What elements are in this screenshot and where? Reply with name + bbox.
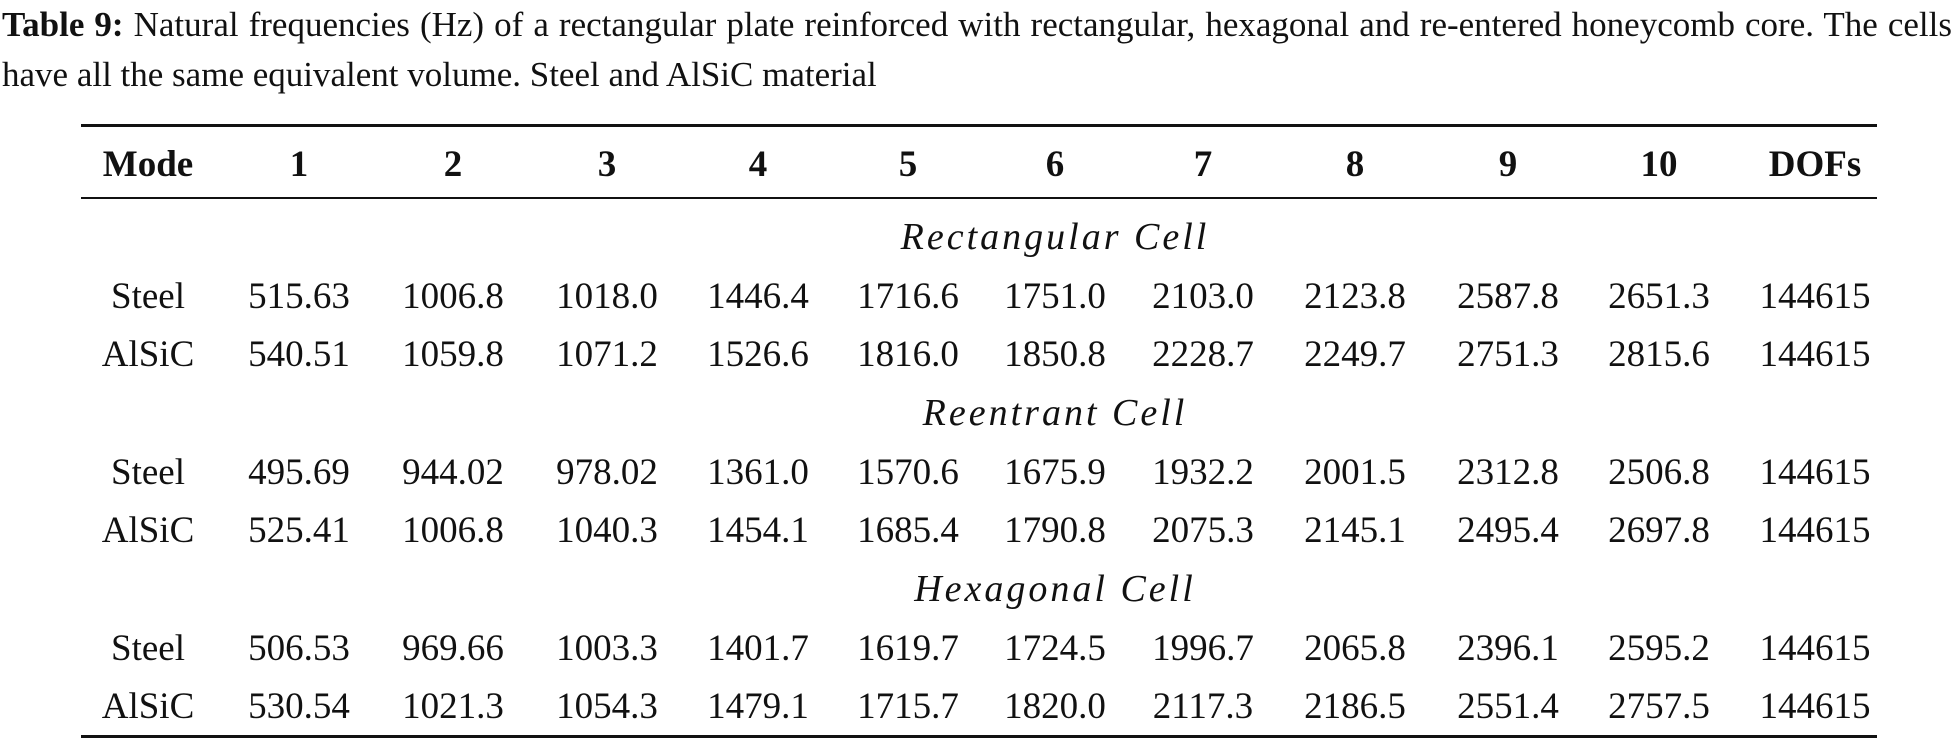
table-cell: 1685.4 — [857, 510, 959, 551]
table-cell: 2506.8 — [1608, 452, 1710, 493]
row-label: Steel — [111, 276, 185, 317]
table-cell: 2697.8 — [1608, 510, 1710, 551]
table-cell: 144615 — [1759, 276, 1871, 317]
table-cell: 978.02 — [556, 452, 658, 493]
table-cell: 144615 — [1759, 686, 1871, 727]
table-cell: 1526.6 — [707, 334, 809, 375]
header-cell: 4 — [748, 144, 768, 185]
table-cell: 2595.2 — [1608, 628, 1710, 669]
table-cell: 1932.2 — [1152, 452, 1254, 493]
row-label: Steel — [111, 628, 185, 669]
table-cell: 540.51 — [248, 334, 350, 375]
table-cell: 2117.3 — [1152, 686, 1254, 727]
table-cell: 2065.8 — [1304, 628, 1406, 669]
header-rule — [81, 197, 1877, 199]
table-cell: 1071.2 — [556, 334, 658, 375]
table-cell: 1716.6 — [857, 276, 959, 317]
table-cell: 1401.7 — [707, 628, 809, 669]
header-cell: 9 — [1498, 144, 1518, 185]
table-cell: 2815.6 — [1608, 334, 1710, 375]
table-cell: 1715.7 — [857, 686, 959, 727]
header-cell: DOFs — [1768, 144, 1862, 185]
table-cell: 1006.8 — [402, 276, 504, 317]
header-cell: 2 — [443, 144, 463, 185]
row-label: AlSiC — [101, 334, 195, 375]
table-cell: 2123.8 — [1304, 276, 1406, 317]
table-cell: 1454.1 — [707, 510, 809, 551]
table-cell: 144615 — [1759, 510, 1871, 551]
header-cell: 5 — [898, 144, 918, 185]
section-title: Hexagonal Cell — [914, 568, 1196, 610]
table-cell: 2145.1 — [1304, 510, 1406, 551]
table-cell: 495.69 — [248, 452, 350, 493]
header-cell: Mode — [102, 144, 194, 185]
table-cell: 144615 — [1759, 452, 1871, 493]
row-label: AlSiC — [101, 686, 195, 727]
row-label: Steel — [111, 452, 185, 493]
table-cell: 1570.6 — [857, 452, 959, 493]
bottom-rule — [81, 735, 1877, 738]
section-title: Rectangular Cell — [900, 216, 1210, 258]
header-cell: 10 — [1640, 144, 1678, 185]
table-cell: 944.02 — [402, 452, 504, 493]
table-cell: 506.53 — [248, 628, 350, 669]
table-cell: 2103.0 — [1152, 276, 1254, 317]
table-cell: 1003.3 — [556, 628, 658, 669]
table-cell: 1054.3 — [556, 686, 658, 727]
table-cell: 2495.4 — [1457, 510, 1559, 551]
table-cell: 144615 — [1759, 334, 1871, 375]
table-cell: 2551.4 — [1457, 686, 1559, 727]
caption: Table 9: Natural frequencies (Hz) of a r… — [2, 0, 1952, 100]
table-cell: 1006.8 — [402, 510, 504, 551]
header-cell: 7 — [1193, 144, 1213, 185]
table-cell: 2587.8 — [1457, 276, 1559, 317]
table-cell: 1996.7 — [1152, 628, 1254, 669]
table-cell: 525.41 — [248, 510, 350, 551]
caption-text: Natural frequencies (Hz) of a rectangula… — [2, 5, 1953, 94]
table-cell: 1018.0 — [556, 276, 658, 317]
table-cell: 2075.3 — [1152, 510, 1254, 551]
table-cell: 1751.0 — [1004, 276, 1106, 317]
top-rule — [81, 124, 1877, 127]
caption-label: Table 9: — [2, 5, 124, 44]
table-cell: 144615 — [1759, 628, 1871, 669]
table-cell: 1724.5 — [1004, 628, 1106, 669]
table-cell: 1040.3 — [556, 510, 658, 551]
table-cell: 1446.4 — [707, 276, 809, 317]
table-cell: 1816.0 — [857, 334, 959, 375]
table-cell: 1021.3 — [402, 686, 504, 727]
table-cell: 1675.9 — [1004, 452, 1106, 493]
table-cell: 2312.8 — [1457, 452, 1559, 493]
table-cell: 2186.5 — [1304, 686, 1406, 727]
table-cell: 1820.0 — [1004, 686, 1106, 727]
section-title: Reentrant Cell — [922, 392, 1188, 434]
table-cell: 1361.0 — [707, 452, 809, 493]
table-cell: 2228.7 — [1152, 334, 1254, 375]
table-cell: 2751.3 — [1457, 334, 1559, 375]
table-cell: 1059.8 — [402, 334, 504, 375]
table-cell: 2651.3 — [1608, 276, 1710, 317]
table-cell: 515.63 — [248, 276, 350, 317]
table-cell: 2396.1 — [1457, 628, 1559, 669]
table-cell: 1619.7 — [857, 628, 959, 669]
header-cell: 6 — [1045, 144, 1065, 185]
table-cell: 969.66 — [402, 628, 504, 669]
header-cell: 1 — [289, 144, 309, 185]
table-cell: 2001.5 — [1304, 452, 1406, 493]
table-cell: 1479.1 — [707, 686, 809, 727]
table-cell: 2757.5 — [1608, 686, 1710, 727]
row-label: AlSiC — [101, 510, 195, 551]
table-cell: 1850.8 — [1004, 334, 1106, 375]
table-cell: 530.54 — [248, 686, 350, 727]
header-cell: 8 — [1345, 144, 1365, 185]
table-cell: 2249.7 — [1304, 334, 1406, 375]
header-cell: 3 — [597, 144, 617, 185]
table-cell: 1790.8 — [1004, 510, 1106, 551]
